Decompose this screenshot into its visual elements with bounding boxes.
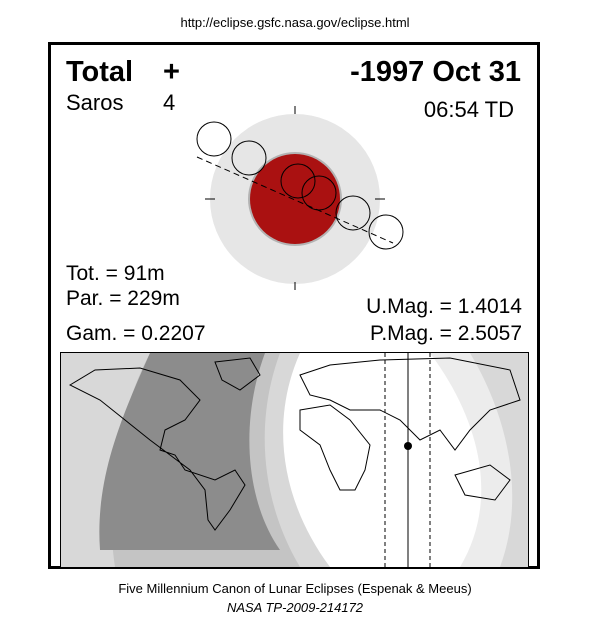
partial-duration: Par. = 229m	[66, 287, 180, 310]
visibility-map	[60, 352, 529, 568]
eclipse-symbol: +	[163, 56, 180, 88]
footer-reference: NASA TP-2009-214172	[227, 600, 364, 615]
saros-label: Saros	[66, 90, 123, 115]
axis-ticks	[205, 106, 385, 290]
eclipse-time: 06:54 TD	[424, 97, 514, 122]
gamma: Gam. = 0.2207	[66, 322, 206, 345]
footer-title: Five Millennium Canon of Lunar Eclipses …	[118, 581, 471, 596]
eclipse-type: Total	[66, 56, 133, 88]
total-duration: Tot. = 91m	[66, 262, 165, 285]
url: http://eclipse.gsfc.nasa.gov/eclipse.htm…	[180, 15, 409, 30]
moon-positions	[196, 121, 404, 250]
moon-path	[196, 156, 394, 244]
penumbral-magnitude: P.Mag. = 2.5057	[370, 322, 522, 345]
eclipse-date: -1997 Oct 31	[350, 56, 521, 88]
shadow-diagram	[196, 106, 404, 290]
saros-number: 4	[163, 90, 175, 115]
umbral-magnitude: U.Mag. = 1.4014	[366, 295, 522, 318]
